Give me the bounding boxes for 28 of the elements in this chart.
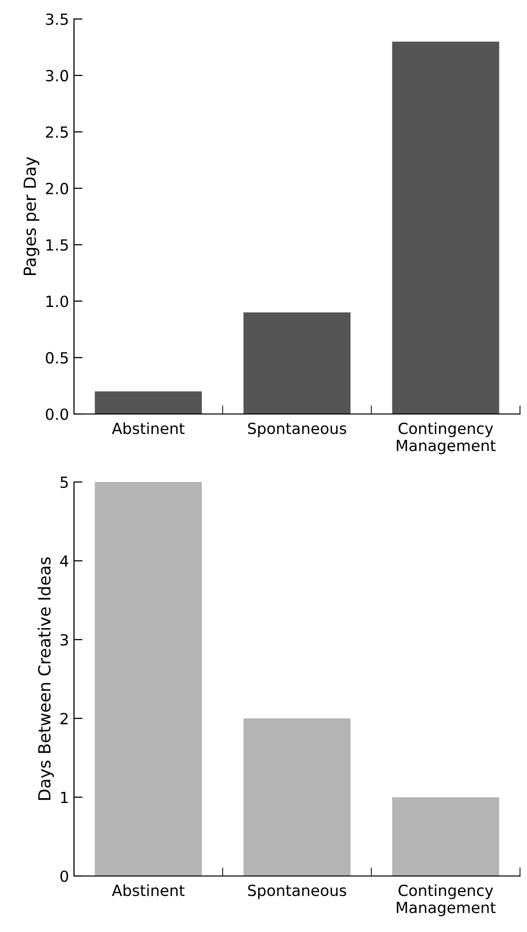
y-tick-label: 1.5 [46,239,68,251]
y-axis-title: Pages per Day [24,156,40,275]
x-tick-label: Abstinent [112,422,185,434]
y-tick-label: 2.0 [46,182,68,194]
x-tick-label: Contingency Management [396,422,496,454]
y-tick-label: 0.5 [46,352,68,364]
bar [392,797,500,876]
y-tick-label: 3.5 [46,13,68,26]
bar [94,391,202,414]
x-tick-label: Abstinent [112,884,185,896]
y-tick-label: 0 [60,870,68,882]
bar [94,482,202,876]
y-tick-label: 2 [60,712,68,724]
x-tick-label: Spontaneous [248,884,346,900]
x-tick-label: Contingency Management [396,884,496,916]
bar [243,718,351,876]
bar [392,42,500,414]
y-tick-label: 1.0 [46,296,68,308]
y-tick-label: 0.0 [46,408,68,420]
y-tick-label: 1 [61,792,68,804]
bar [243,312,351,414]
y-tick-label: 5 [60,476,68,488]
y-tick-label: 3 [60,634,68,646]
y-axis-title: Days Between Creative Ideas [38,557,54,800]
y-tick-label: 4 [60,555,68,567]
y-tick-label: 3.0 [46,70,68,82]
y-tick-label: 2.5 [46,126,68,138]
x-tick-label: Spontaneous [248,422,346,438]
